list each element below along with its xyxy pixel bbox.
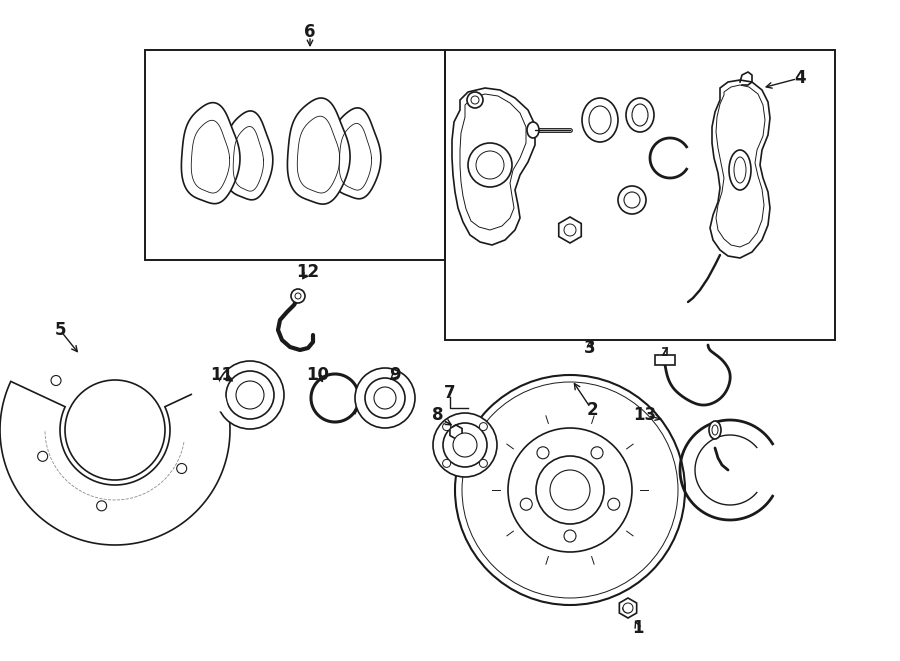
Text: 11: 11 — [211, 366, 233, 384]
Circle shape — [471, 96, 479, 104]
Text: 2: 2 — [586, 401, 598, 419]
Circle shape — [51, 375, 61, 385]
Polygon shape — [460, 94, 526, 230]
Circle shape — [96, 501, 106, 511]
Ellipse shape — [712, 425, 718, 435]
Circle shape — [537, 447, 549, 459]
Circle shape — [536, 456, 604, 524]
Text: 3: 3 — [584, 339, 596, 357]
Ellipse shape — [632, 104, 648, 126]
Circle shape — [453, 433, 477, 457]
Circle shape — [226, 371, 274, 419]
Circle shape — [455, 375, 685, 605]
Circle shape — [564, 530, 576, 542]
Circle shape — [443, 423, 487, 467]
Ellipse shape — [527, 122, 539, 138]
Circle shape — [433, 413, 497, 477]
Text: 10: 10 — [307, 366, 329, 384]
Polygon shape — [287, 98, 350, 204]
Ellipse shape — [709, 421, 721, 439]
Text: 7: 7 — [445, 384, 455, 402]
Polygon shape — [452, 88, 535, 245]
Circle shape — [508, 428, 632, 552]
Text: 9: 9 — [389, 366, 400, 384]
Circle shape — [65, 380, 165, 480]
Circle shape — [374, 387, 396, 409]
Polygon shape — [115, 342, 229, 430]
Circle shape — [608, 498, 620, 510]
Circle shape — [443, 422, 451, 430]
Circle shape — [176, 463, 186, 473]
Ellipse shape — [589, 106, 611, 134]
Polygon shape — [182, 102, 240, 204]
Circle shape — [216, 361, 284, 429]
Circle shape — [480, 422, 488, 430]
Polygon shape — [716, 85, 765, 247]
Circle shape — [295, 293, 301, 299]
Text: 1: 1 — [632, 619, 644, 637]
Circle shape — [365, 378, 405, 418]
Circle shape — [550, 470, 590, 510]
Text: 6: 6 — [304, 23, 316, 41]
Circle shape — [618, 186, 646, 214]
Polygon shape — [710, 80, 770, 258]
Polygon shape — [330, 108, 381, 199]
Circle shape — [462, 382, 678, 598]
Polygon shape — [224, 111, 273, 200]
Circle shape — [355, 368, 415, 428]
Ellipse shape — [734, 157, 746, 183]
Circle shape — [624, 192, 640, 208]
Ellipse shape — [582, 98, 618, 142]
Bar — [145, 50, 445, 260]
Text: 13: 13 — [634, 406, 657, 424]
Polygon shape — [0, 381, 230, 545]
Text: 8: 8 — [432, 406, 444, 424]
Circle shape — [480, 459, 488, 467]
Circle shape — [591, 447, 603, 459]
Polygon shape — [655, 355, 675, 365]
Text: 5: 5 — [54, 321, 66, 339]
Circle shape — [468, 143, 512, 187]
Circle shape — [443, 459, 451, 467]
Bar — [445, 50, 835, 340]
Circle shape — [623, 603, 633, 613]
Ellipse shape — [729, 150, 751, 190]
Circle shape — [291, 289, 305, 303]
Text: 4: 4 — [794, 69, 806, 87]
Circle shape — [236, 381, 264, 409]
Circle shape — [520, 498, 532, 510]
Text: 12: 12 — [296, 263, 320, 281]
Circle shape — [476, 151, 504, 179]
Circle shape — [467, 92, 483, 108]
Circle shape — [38, 451, 48, 461]
Circle shape — [564, 224, 576, 236]
Ellipse shape — [626, 98, 654, 132]
